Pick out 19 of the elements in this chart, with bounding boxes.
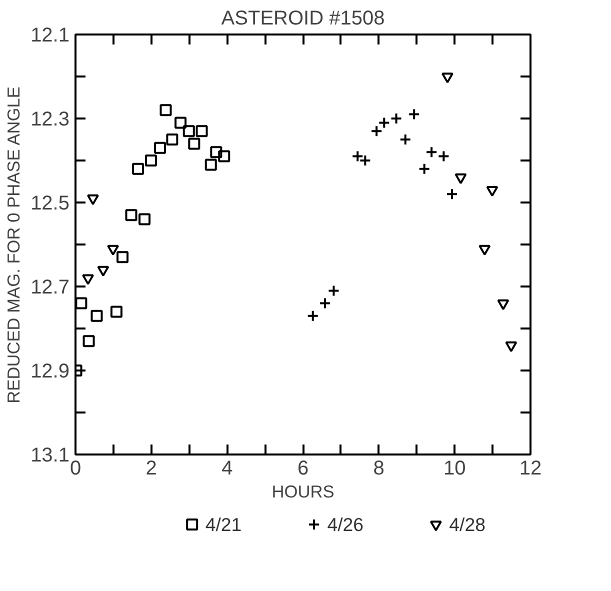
y-axis-title: REDUCED MAG. FOR 0 PHASE ANGLE	[4, 86, 24, 404]
x-tick-label: 8	[373, 458, 384, 480]
x-tick-label: 6	[297, 458, 309, 480]
legend-label: 4/21	[205, 514, 242, 535]
x-tick-label: 10	[444, 458, 466, 480]
x-tick-label: 2	[146, 458, 157, 480]
y-tick-label: 12.3	[30, 108, 70, 130]
y-tick-label: 12.9	[30, 360, 70, 382]
chart-title: ASTEROID #1508	[221, 8, 385, 30]
legend-label: 4/28	[449, 514, 486, 535]
y-tick-label: 12.7	[30, 276, 70, 298]
x-tick-label: 0	[70, 458, 82, 480]
y-tick-label: 13.1	[30, 444, 70, 466]
y-tick-label: 12.1	[30, 24, 70, 46]
x-tick-label: 12	[519, 458, 542, 480]
y-tick-label: 12.5	[30, 192, 70, 214]
x-axis-title: HOURS	[272, 482, 334, 502]
x-tick-label: 4	[222, 458, 233, 480]
legend-label: 4/26	[327, 514, 364, 535]
